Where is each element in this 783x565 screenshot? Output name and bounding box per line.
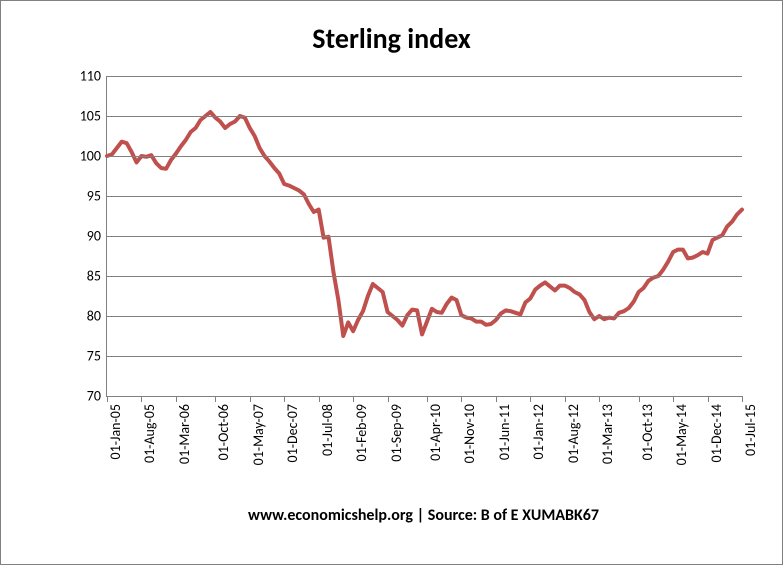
x-tick-label: 01-Jul-15 — [742, 404, 759, 456]
x-tickmark — [639, 396, 640, 402]
x-tick-label: 01-Jun-11 — [496, 404, 513, 460]
x-tickmark — [176, 396, 177, 402]
x-tick-label: 01-Oct-13 — [639, 404, 656, 460]
y-tick-label: 75 — [87, 348, 101, 365]
chart-container: Sterling index Sterling effective exchan… — [0, 0, 783, 565]
x-tick-label: 01-Feb-09 — [353, 404, 370, 462]
x-tick-label: 01-Aug-12 — [565, 404, 582, 463]
gridline — [107, 316, 742, 317]
x-tickmark — [319, 396, 320, 402]
x-tickmark — [353, 396, 354, 402]
x-tick-label: 01-Mar-13 — [599, 404, 616, 464]
x-tick-label: 01-Sep-09 — [388, 404, 405, 462]
x-tick-label: 01-Nov-10 — [461, 404, 478, 463]
gridline — [107, 196, 742, 197]
x-tick-label: 01-Jul-08 — [319, 404, 336, 456]
x-tick-label: 01-Aug-05 — [141, 404, 158, 463]
x-tickmark — [565, 396, 566, 402]
x-tick-label: 01-Oct-06 — [215, 404, 232, 460]
y-tick-label: 85 — [87, 268, 101, 285]
x-tickmark — [284, 396, 285, 402]
y-tick-label: 90 — [87, 228, 101, 245]
gridline — [107, 276, 742, 277]
y-tick-label: 70 — [87, 388, 101, 405]
x-tickmark — [461, 396, 462, 402]
x-tickmark — [708, 396, 709, 402]
x-tick-label: 01-Dec-14 — [708, 404, 725, 462]
x-tick-label: 01-May-07 — [250, 404, 267, 465]
gridline — [107, 76, 742, 77]
x-tickmark — [107, 396, 108, 402]
y-tick-label: 80 — [87, 308, 101, 325]
x-tick-label: 01-Jan-05 — [107, 404, 124, 459]
x-tickmark — [141, 396, 142, 402]
gridline — [107, 356, 742, 357]
x-tickmark — [599, 396, 600, 402]
x-tick-label: 01-May-14 — [673, 404, 690, 465]
x-tickmark — [530, 396, 531, 402]
x-axis-title: www.economicshelp.org | Source: B of E X… — [248, 506, 599, 525]
x-tickmark — [673, 396, 674, 402]
gridline — [107, 236, 742, 237]
gridline — [107, 116, 742, 117]
x-tickmark — [388, 396, 389, 402]
series-line — [107, 112, 742, 336]
y-tick-label: 100 — [80, 148, 101, 165]
y-tick-label: 95 — [87, 188, 101, 205]
x-tickmark — [742, 396, 743, 402]
y-tick-label: 110 — [80, 68, 101, 85]
x-tickmark — [427, 396, 428, 402]
y-tick-label: 105 — [80, 108, 101, 125]
x-tick-label: 01-Jan-12 — [530, 404, 547, 459]
x-tick-label: 01-Dec-07 — [284, 404, 301, 462]
x-tick-label: 01-Mar-06 — [176, 404, 193, 464]
x-tickmark — [215, 396, 216, 402]
chart-title: Sterling index — [1, 21, 782, 56]
x-tickmark — [496, 396, 497, 402]
x-tick-label: 01-Apr-10 — [427, 404, 444, 461]
x-tickmark — [250, 396, 251, 402]
gridline — [107, 156, 742, 157]
plot-area: 70758085909510010511001-Jan-0501-Aug-050… — [106, 76, 742, 397]
